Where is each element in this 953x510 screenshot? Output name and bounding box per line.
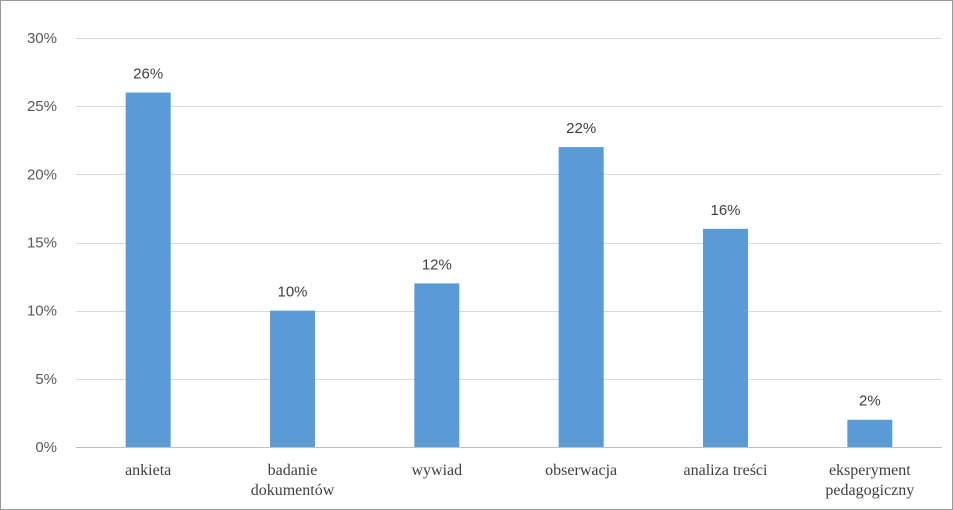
category-label: pedagogiczny: [825, 482, 914, 499]
bars: [125, 92, 893, 448]
bar: [270, 310, 315, 447]
category-label: ankieta: [125, 462, 171, 479]
category-labels: ankieta badanie dokumentów wywiad obserwacja…: [125, 462, 914, 499]
data-label: 10%: [277, 284, 307, 301]
y-tick-label: 15%: [27, 235, 57, 252]
category-label: eksperyment: [829, 462, 911, 479]
data-label: 22%: [566, 120, 596, 137]
data-labels: 26% 10% 12% 22% 16% 2%: [133, 66, 881, 410]
y-axis-tick-labels: 0% 5% 10% 15% 20% 25% 30%: [27, 30, 57, 456]
category-label: dokumentów: [251, 482, 335, 499]
bar: [414, 283, 460, 447]
y-tick-label: 0%: [35, 439, 57, 456]
y-tick-label: 25%: [27, 98, 57, 115]
category-label: wywiad: [412, 462, 463, 479]
data-label: 16%: [710, 202, 740, 219]
category-label: analiza treści: [684, 462, 769, 479]
data-label: 2%: [859, 393, 881, 410]
data-label: 26%: [133, 66, 163, 83]
bar: [558, 147, 604, 448]
y-tick-label: 30%: [27, 30, 57, 47]
gridlines: [76, 38, 942, 448]
y-tick-label: 20%: [27, 166, 57, 183]
y-tick-label: 10%: [27, 303, 57, 320]
y-tick-label: 5%: [35, 371, 57, 388]
bar: [847, 419, 893, 447]
category-label: obserwacja: [545, 462, 617, 479]
category-label: badanie: [268, 462, 318, 479]
data-label: 12%: [422, 256, 452, 273]
bar: [703, 228, 748, 447]
bar: [125, 92, 171, 448]
